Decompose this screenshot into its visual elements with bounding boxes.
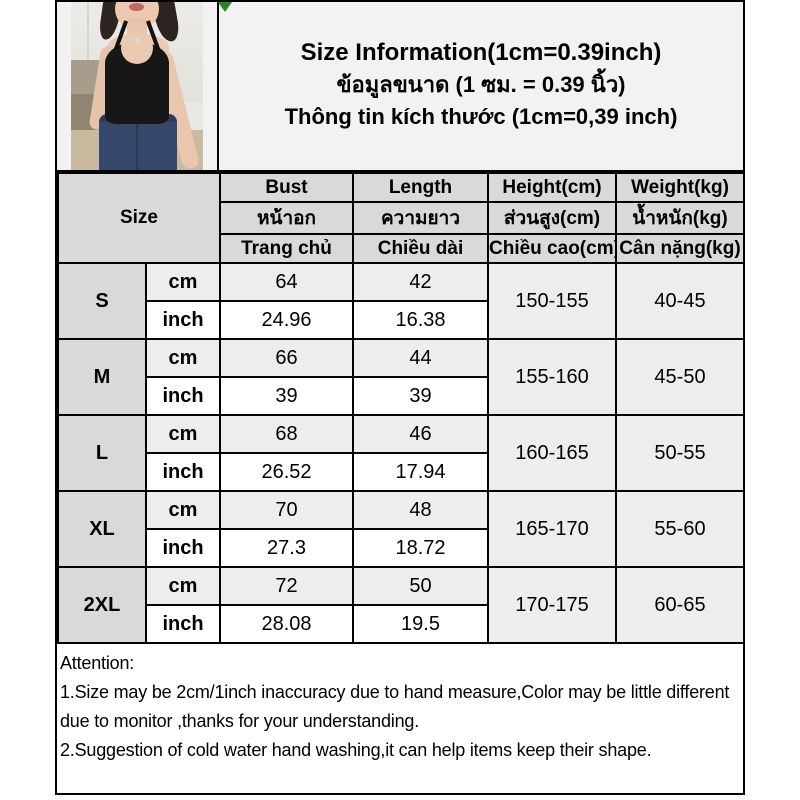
length-cm-value: 48 — [352, 490, 489, 530]
weight-range: 55-60 — [615, 490, 745, 568]
bust-cm-value: 68 — [219, 414, 354, 454]
unit-cm: cm — [145, 490, 221, 530]
unit-inch: inch — [145, 528, 221, 568]
weight-range: 40-45 — [615, 262, 745, 340]
photo-neckline — [121, 32, 153, 64]
size-label-s: S — [57, 262, 147, 340]
weight-range: 50-55 — [615, 414, 745, 492]
size-table: Size Bust Length Height(cm) Weight(kg) ห… — [57, 172, 745, 644]
header-row-thai: หน้าอก ความยาว ส่วนสูง(cm) น้ำหนัก(kg) — [58, 201, 745, 235]
unit-inch: inch — [145, 452, 221, 492]
header-height-vi: Chiều cao(cm) — [487, 233, 617, 264]
bust-inch-value: 28.08 — [219, 604, 354, 644]
attention-section: Attention: 1.Size may be 2cm/1inch inacc… — [57, 644, 743, 765]
row-m-inch: inch 39 39 — [58, 376, 744, 416]
title-thai: ข้อมูลขนาด (1 ซม. = 0.39 นิ้ว) — [336, 72, 626, 97]
weight-range: 45-50 — [615, 338, 745, 416]
row-m-cm: M cm 66 44 155-160 45-50 — [57, 338, 745, 416]
length-cm-value: 42 — [352, 262, 489, 302]
top-section: Size Information(1cm=0.39inch) ข้อมูลขนา… — [57, 2, 743, 172]
unit-inch: inch — [145, 300, 221, 340]
green-corner-icon — [218, 2, 232, 12]
header-length-vi: Chiều dài — [352, 233, 489, 264]
unit-cm: cm — [145, 338, 221, 378]
row-s-inch: inch 24.96 16.38 — [58, 300, 744, 340]
height-range: 160-165 — [487, 414, 617, 492]
height-range: 170-175 — [487, 566, 617, 644]
row-xl-cm: XL cm 70 48 165-170 55-60 — [57, 490, 745, 568]
photo-jeans-seam — [136, 124, 138, 170]
length-cm-value: 46 — [352, 414, 489, 454]
photo-lips — [129, 3, 144, 11]
size-label-xl: XL — [57, 490, 147, 568]
length-inch-value: 39 — [352, 376, 489, 416]
header-bust-th: หน้าอก — [219, 201, 354, 235]
header-height-th: ส่วนสูง(cm) — [487, 201, 617, 235]
size-label-2xl: 2XL — [57, 566, 147, 644]
size-label-m: M — [57, 338, 147, 416]
bust-inch-value: 39 — [219, 376, 354, 416]
row-xl-inch: inch 27.3 18.72 — [58, 528, 744, 568]
row-s-cm: S cm 64 42 150-155 40-45 — [57, 262, 745, 340]
bust-cm-value: 70 — [219, 490, 354, 530]
header-row-english: Size Bust Length Height(cm) Weight(kg) — [57, 172, 745, 264]
photo-cell — [57, 2, 219, 170]
bust-inch-value: 27.3 — [219, 528, 354, 568]
header-height-en: Height(cm) — [487, 172, 617, 203]
height-range: 150-155 — [487, 262, 617, 340]
length-cm-value: 50 — [352, 566, 489, 606]
attention-note-2: 2.Suggestion of cold water hand washing,… — [60, 740, 652, 760]
bust-inch-value: 26.52 — [219, 452, 354, 492]
title-vietnamese: Thông tin kích thước (1cm=0,39 inch) — [284, 104, 678, 129]
length-inch-value: 18.72 — [352, 528, 489, 568]
length-cm-value: 44 — [352, 338, 489, 378]
unit-inch: inch — [145, 376, 221, 416]
unit-cm: cm — [145, 262, 221, 302]
unit-cm: cm — [145, 566, 221, 606]
header-length-th: ความยาว — [352, 201, 489, 235]
bust-inch-value: 24.96 — [219, 300, 354, 340]
height-range: 165-170 — [487, 490, 617, 568]
content-sheet: Size Information(1cm=0.39inch) ข้อมูลขนา… — [55, 0, 745, 795]
size-label-l: L — [57, 414, 147, 492]
row-2xl-cm: 2XL cm 72 50 170-175 60-65 — [57, 566, 745, 644]
title-english: Size Information(1cm=0.39inch) — [300, 39, 662, 66]
attention-heading: Attention: — [60, 653, 135, 673]
row-l-cm: L cm 68 46 160-165 50-55 — [57, 414, 745, 492]
product-photo — [71, 2, 203, 170]
header-bust-vi: Trang chủ — [219, 233, 354, 264]
header-row-vietnamese: Trang chủ Chiều dài Chiều cao(cm) Cân nặ… — [58, 233, 745, 264]
header-weight-en: Weight(kg) — [615, 172, 745, 203]
length-inch-value: 19.5 — [352, 604, 489, 644]
header-weight-th: น้ำหนัก(kg) — [615, 201, 745, 235]
bust-cm-value: 64 — [219, 262, 354, 302]
header-weight-vi: Cân nặng(kg) — [615, 233, 745, 264]
title-cell: Size Information(1cm=0.39inch) ข้อมูลขนา… — [218, 2, 743, 170]
attention-note-1: 1.Size may be 2cm/1inch inaccuracy due t… — [60, 682, 730, 731]
size-column-header: Size — [57, 172, 221, 264]
header-length-en: Length — [352, 172, 489, 203]
row-l-inch: inch 26.52 17.94 — [58, 452, 744, 492]
height-range: 155-160 — [487, 338, 617, 416]
length-inch-value: 16.38 — [352, 300, 489, 340]
unit-inch: inch — [145, 604, 221, 644]
photo-necklace-pendant — [135, 38, 140, 43]
row-2xl-inch: inch 28.08 19.5 — [58, 604, 744, 644]
weight-range: 60-65 — [615, 566, 745, 644]
header-bust-en: Bust — [219, 172, 354, 203]
bust-cm-value: 66 — [219, 338, 354, 378]
bust-cm-value: 72 — [219, 566, 354, 606]
photo-wall-line — [87, 2, 89, 97]
length-inch-value: 17.94 — [352, 452, 489, 492]
unit-cm: cm — [145, 414, 221, 454]
